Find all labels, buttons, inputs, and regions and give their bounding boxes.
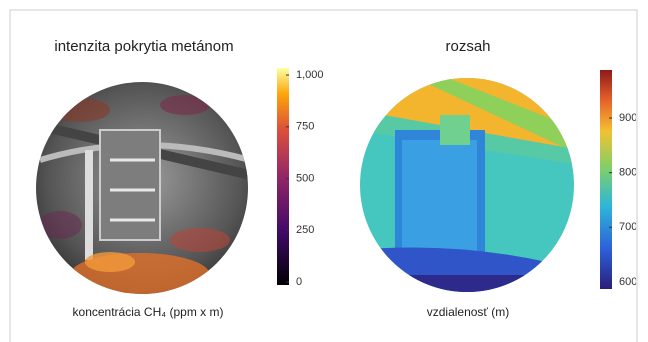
tick-label: 750	[296, 121, 314, 133]
colorbar	[277, 68, 289, 285]
range-image	[355, 75, 580, 295]
tick-label: 900	[619, 112, 637, 124]
caption: vzdialenosť (m)	[427, 305, 510, 319]
panel-title: rozsah	[445, 38, 490, 55]
caption: koncentrácia CH₄ (ppm x m)	[73, 305, 224, 319]
tick-label: 700	[619, 221, 637, 233]
tick-label: 500	[296, 172, 314, 184]
tick-label: 800	[619, 167, 637, 179]
panel-title: intenzita pokrytia metánom	[54, 38, 233, 55]
colorbar	[600, 70, 612, 289]
figure: intenzita pokrytia metánom rozsah koncen…	[0, 0, 648, 342]
tick-label: 1,000	[296, 69, 324, 81]
methane-image	[30, 80, 260, 300]
tick-label: 250	[296, 224, 314, 236]
tick-label: 0	[296, 276, 302, 288]
tick-label: 600	[619, 276, 637, 288]
